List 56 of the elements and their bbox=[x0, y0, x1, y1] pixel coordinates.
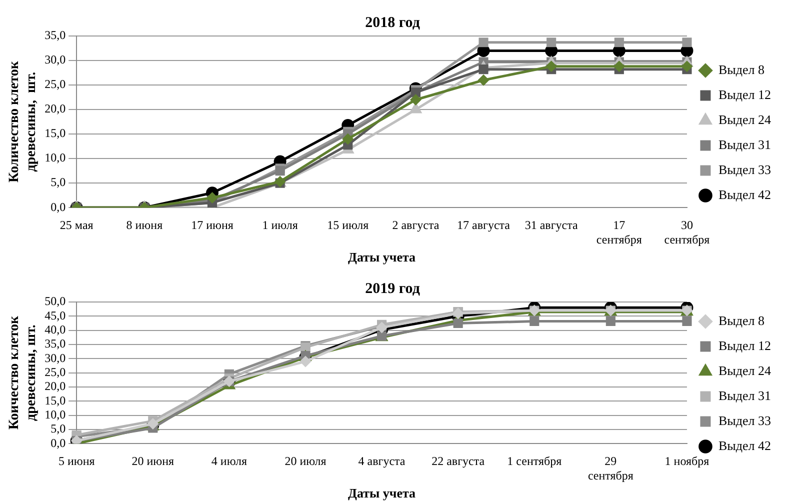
x-tick-label: 22 августа bbox=[432, 454, 486, 468]
legend-label: Выдел 42 bbox=[718, 186, 772, 202]
x-tick-label: 17 сентября bbox=[596, 218, 642, 246]
y-tick-label: 5,0 bbox=[50, 175, 66, 190]
y-tick-label: 0,0 bbox=[50, 200, 66, 214]
y-tick-label: 25,0 bbox=[44, 77, 66, 92]
x-tick-label: 15 июля bbox=[327, 218, 370, 232]
legend-label: Выдел 24 bbox=[718, 112, 772, 127]
y-tick-label: 50,0 bbox=[44, 294, 66, 308]
legend-label: Выдел 33 bbox=[718, 162, 772, 177]
y-tick-label: 35,0 bbox=[44, 336, 66, 351]
y-axis-title: Коичество клеток древесины, шт. bbox=[7, 314, 39, 430]
y-tick-label: 20,0 bbox=[44, 379, 66, 394]
legend-label: Выдел 31 bbox=[718, 388, 772, 403]
legend-label: Выдел 33 bbox=[718, 412, 772, 428]
x-tick-label: 1 сентября bbox=[507, 454, 562, 468]
y-tick-label: 30,0 bbox=[44, 52, 66, 67]
y-tick-label: 35,0 bbox=[44, 28, 66, 42]
y-tick-label: 10,0 bbox=[44, 150, 66, 165]
y-tick-label: 0,0 bbox=[50, 436, 66, 450]
legend-label: Выдел 8 bbox=[718, 62, 765, 77]
x-tick-label: 25 мая bbox=[60, 218, 94, 232]
x-tick-label: 5 июня bbox=[58, 454, 96, 468]
x-tick-label: 31 августа bbox=[524, 218, 578, 232]
x-tick-label: 1 июля bbox=[262, 218, 298, 232]
legend-label: Выдел 12 bbox=[718, 338, 772, 353]
y-axis-title: Количество клеток древесины, шт. bbox=[7, 60, 39, 183]
chart-title: 2019 год bbox=[365, 280, 420, 297]
x-tick-label: 17 августа bbox=[457, 218, 511, 232]
y-tick-label: 15,0 bbox=[44, 126, 66, 140]
x-tick-label: 2 августа bbox=[392, 218, 440, 232]
x-tick-label: 17 июня bbox=[191, 218, 234, 232]
chart-title: 2018 год bbox=[365, 14, 420, 31]
legend-label: Выдел 12 bbox=[718, 86, 772, 102]
y-tick-label: 45,0 bbox=[44, 308, 66, 322]
x-tick-label: 30 сентября bbox=[664, 218, 710, 246]
y-tick-label: 5,0 bbox=[50, 422, 66, 436]
legend-label: Выдел 24 bbox=[718, 362, 772, 378]
x-tick-label: 29 сентября bbox=[588, 454, 634, 482]
x-tick-label: 4 августа bbox=[358, 454, 406, 468]
x-tick-label: 20 июня bbox=[132, 454, 175, 468]
y-tick-label: 20,0 bbox=[44, 102, 66, 116]
x-tick-label: 8 июня bbox=[126, 218, 164, 232]
y-tick-label: 25,0 bbox=[44, 364, 66, 379]
legend-label: Выдел 31 bbox=[718, 136, 772, 152]
x-tick-label: 1 ноября bbox=[664, 454, 710, 468]
legend-label: Выдел 42 bbox=[718, 438, 772, 453]
x-axis-title: Даты учета bbox=[348, 486, 416, 501]
x-tick-label: 20 июля bbox=[284, 454, 327, 468]
y-tick-label: 40,0 bbox=[44, 322, 66, 336]
y-tick-label: 15,0 bbox=[44, 393, 66, 408]
x-axis-title: Даты учета bbox=[348, 250, 416, 265]
y-tick-label: 10,0 bbox=[44, 407, 66, 422]
y-tick-label: 30,0 bbox=[44, 350, 66, 365]
legend-label: Выдел 8 bbox=[718, 312, 765, 328]
x-tick-label: 4 июля bbox=[211, 454, 248, 468]
